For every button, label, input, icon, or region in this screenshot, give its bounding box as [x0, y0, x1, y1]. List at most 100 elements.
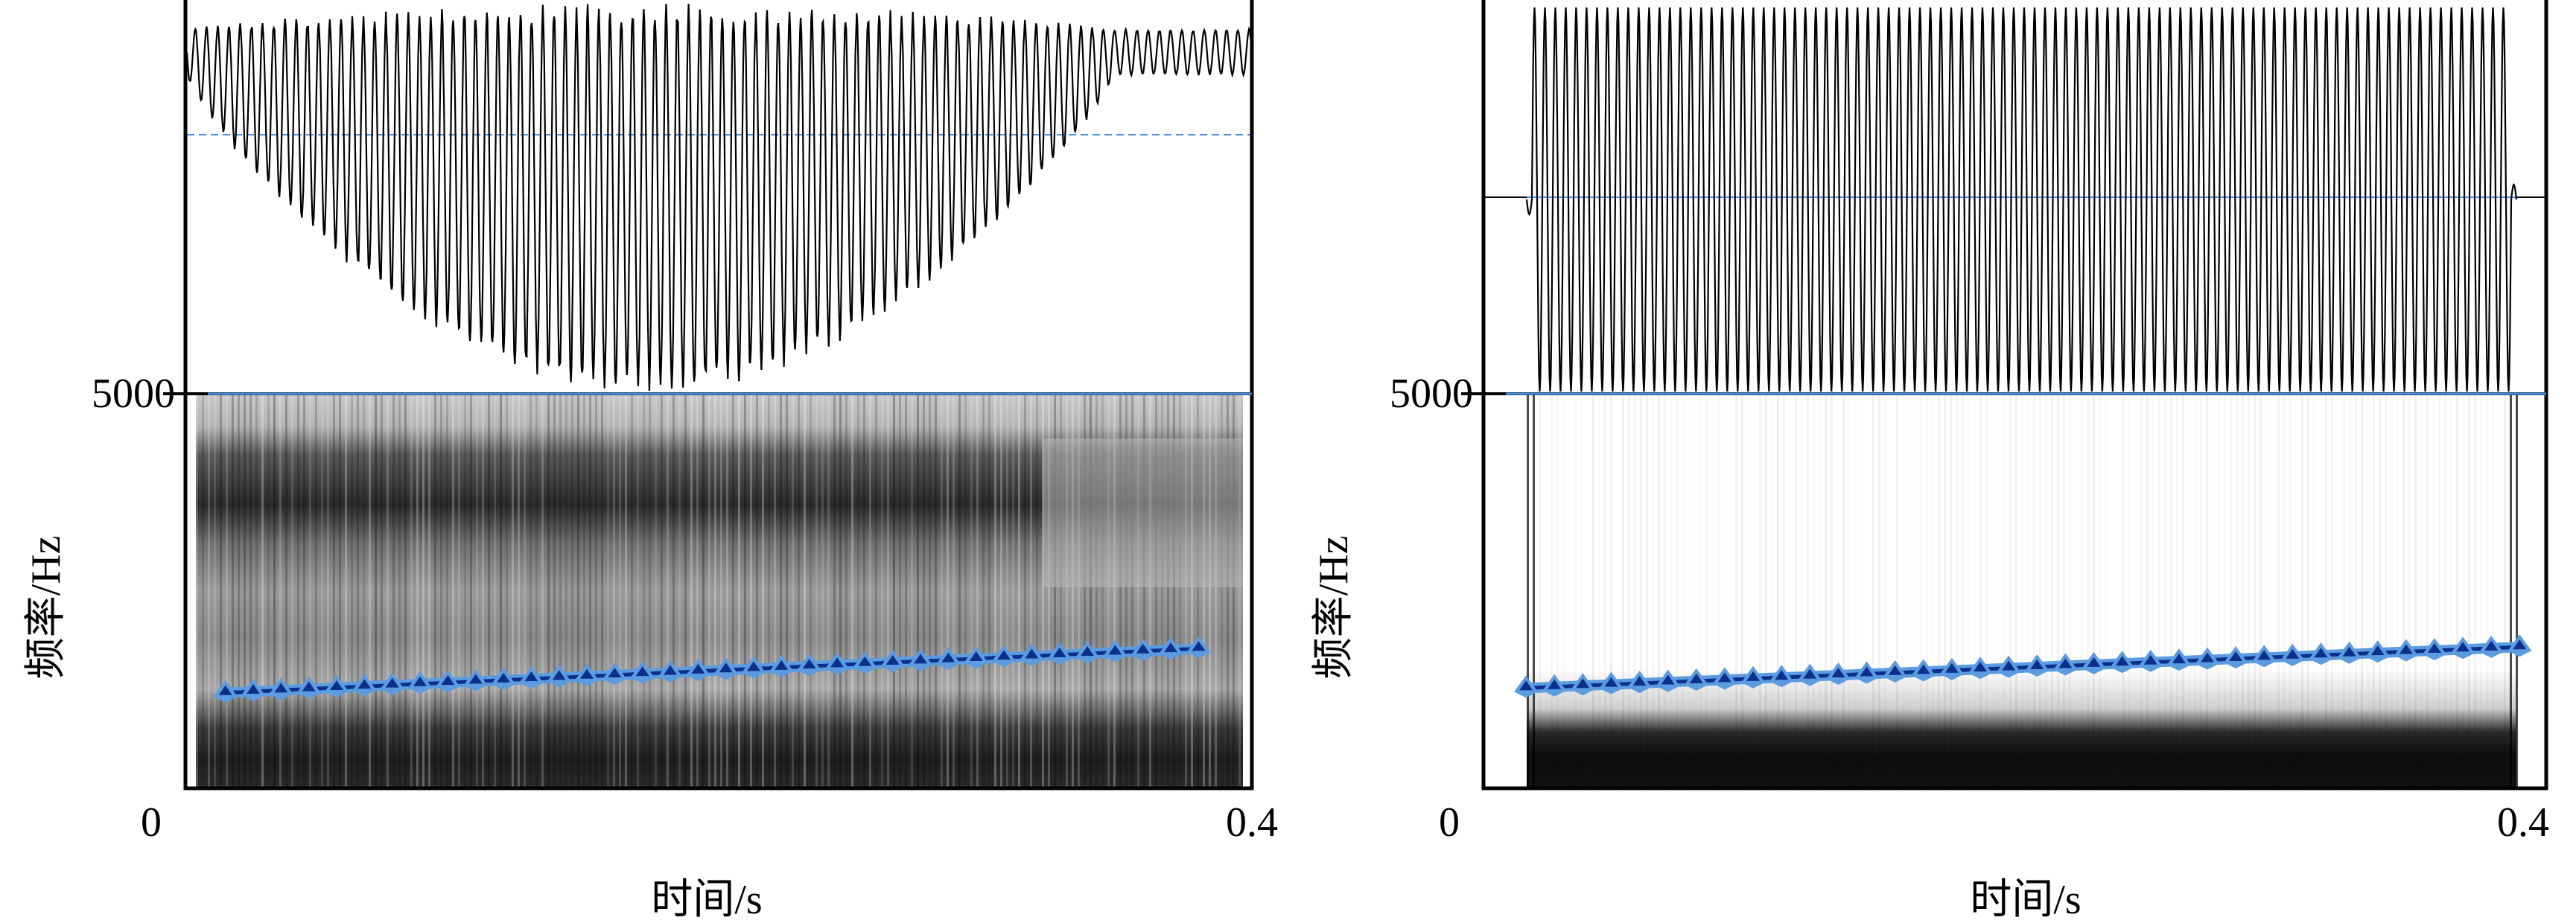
spectrogram-striation: [661, 395, 663, 787]
spectrogram-striation: [1688, 395, 1690, 787]
spectrogram-striation: [541, 395, 544, 787]
pitch-marker: [330, 680, 344, 690]
spectrogram-striation: [1173, 395, 1175, 787]
spectrogram-striation: [1060, 395, 1062, 787]
spectrogram-striation: [2450, 395, 2452, 787]
spectrogram-striation: [1807, 395, 1809, 787]
spectrogram-striation: [2057, 395, 2059, 787]
spectrogram-striation: [1203, 395, 1205, 787]
spectrogram-striation: [2492, 395, 2494, 787]
pitch-marker: [1081, 646, 1095, 657]
spectrogram-striation: [1741, 395, 1743, 787]
spectrogram-striation: [2498, 395, 2500, 787]
spectrogram-striation: [2009, 395, 2011, 787]
spectrogram-striation: [1616, 395, 1618, 787]
pitch-marker: [635, 666, 649, 677]
pitch-marker: [1860, 666, 1874, 677]
pitch-marker: [2143, 654, 2157, 665]
pitch-marker: [719, 662, 733, 673]
spectrogram-striation: [1860, 395, 1863, 787]
spectrogram-striation: [1699, 395, 1702, 787]
y-axis-title-left: 频率/Hz: [23, 535, 69, 680]
spectrogram-striation: [476, 395, 478, 787]
pitch-marker: [802, 659, 816, 669]
spectrogram-striation: [1640, 395, 1642, 787]
spectrogram-striation: [410, 395, 413, 787]
pitch-marker: [2229, 651, 2243, 662]
spectrogram-striation: [565, 395, 567, 787]
spectrogram-striation: [547, 395, 550, 787]
spectrogram-striation: [1908, 395, 1910, 787]
spectrogram-striation: [363, 395, 365, 787]
spectrogram-striation: [2170, 395, 2172, 787]
spectrogram-striation: [2462, 395, 2464, 787]
spectrogram-striation: [1753, 395, 1755, 787]
spectrogram-striation: [780, 395, 782, 787]
x-tick-label-right-0: 0: [1439, 799, 1460, 846]
spectrogram-striation: [261, 395, 264, 787]
pitch-marker: [1192, 641, 1206, 651]
pitch-marker: [2058, 658, 2073, 668]
pitch-marker: [552, 670, 566, 680]
spectrogram-striation: [1113, 395, 1116, 787]
spectrogram-striation: [2355, 395, 2357, 787]
pitch-marker: [2172, 654, 2186, 664]
pitch-marker: [1803, 668, 1817, 679]
y-axis-title-right: 频率/Hz: [1311, 535, 1357, 680]
spectrogram-striation: [970, 395, 973, 787]
spectrogram-striation: [1185, 395, 1187, 787]
spectrogram-striation: [815, 395, 818, 787]
spectrogram-striation: [1143, 395, 1145, 787]
spectrogram-striation: [1968, 395, 1970, 787]
spectrogram-striation: [1991, 395, 1994, 787]
spectrogram-striation: [2444, 395, 2446, 787]
spectrogram-striation: [804, 395, 806, 787]
spectrogram-striation: [196, 395, 198, 787]
spectrogram-striation: [1227, 395, 1229, 787]
spectrogram-striation: [1586, 395, 1588, 787]
pitch-marker: [691, 663, 705, 674]
spectrogram-striation: [1119, 395, 1122, 787]
spectrogram-striation: [2295, 395, 2297, 787]
spectrogram-striation: [2063, 395, 2065, 787]
spectrogram-striation: [2248, 395, 2250, 787]
spectrogram-striation: [2367, 395, 2369, 787]
spectrogram-striation: [1723, 395, 1726, 787]
spectrogram-striation: [613, 395, 615, 787]
pitch-marker: [2257, 650, 2271, 660]
spectrogram-striation: [1711, 395, 1714, 787]
spectrogram-striation: [1872, 395, 1874, 787]
y-tick-label-left-5000: 5000: [92, 371, 175, 417]
spectrogram-striation: [2099, 395, 2101, 787]
spectrogram-striation: [2117, 395, 2119, 787]
spectrogram-striation: [452, 395, 454, 787]
pitch-marker: [1888, 665, 1902, 675]
spectrogram-striation: [2236, 395, 2238, 787]
spectrogram-striation: [2259, 395, 2262, 787]
spectrogram-striation: [482, 395, 484, 787]
spectrogram-striation: [1962, 395, 1964, 787]
spectrogram-striation: [917, 395, 919, 787]
spectrogram-striation: [2033, 395, 2035, 787]
spectrogram-striation: [2432, 395, 2435, 787]
pitch-marker: [2484, 640, 2499, 651]
spectrogram-striation: [2164, 395, 2166, 787]
spectrogram-striation: [2474, 395, 2476, 787]
pitch-marker: [997, 650, 1011, 660]
spectrogram-striation: [1938, 395, 1940, 787]
spectrogram-striation: [524, 395, 526, 787]
spectrogram-striation: [726, 395, 728, 787]
spectrogram-striation: [202, 395, 204, 787]
spectrogram-striation: [2134, 395, 2137, 787]
spectrogram-striation: [1789, 395, 1791, 787]
spectrogram-striation: [1048, 395, 1050, 787]
spectrogram-striation: [2105, 395, 2107, 787]
spectrogram-striation: [2087, 395, 2089, 787]
spectrogram-striation: [470, 395, 472, 787]
spectrogram-striation: [1568, 395, 1571, 787]
spectrogram-fade: [1043, 438, 1243, 587]
spectrogram-striation: [601, 395, 603, 787]
pitch-marker: [1717, 672, 1731, 683]
spectrogram-striation: [1729, 395, 1731, 787]
spectrogram-striation: [2021, 395, 2023, 787]
